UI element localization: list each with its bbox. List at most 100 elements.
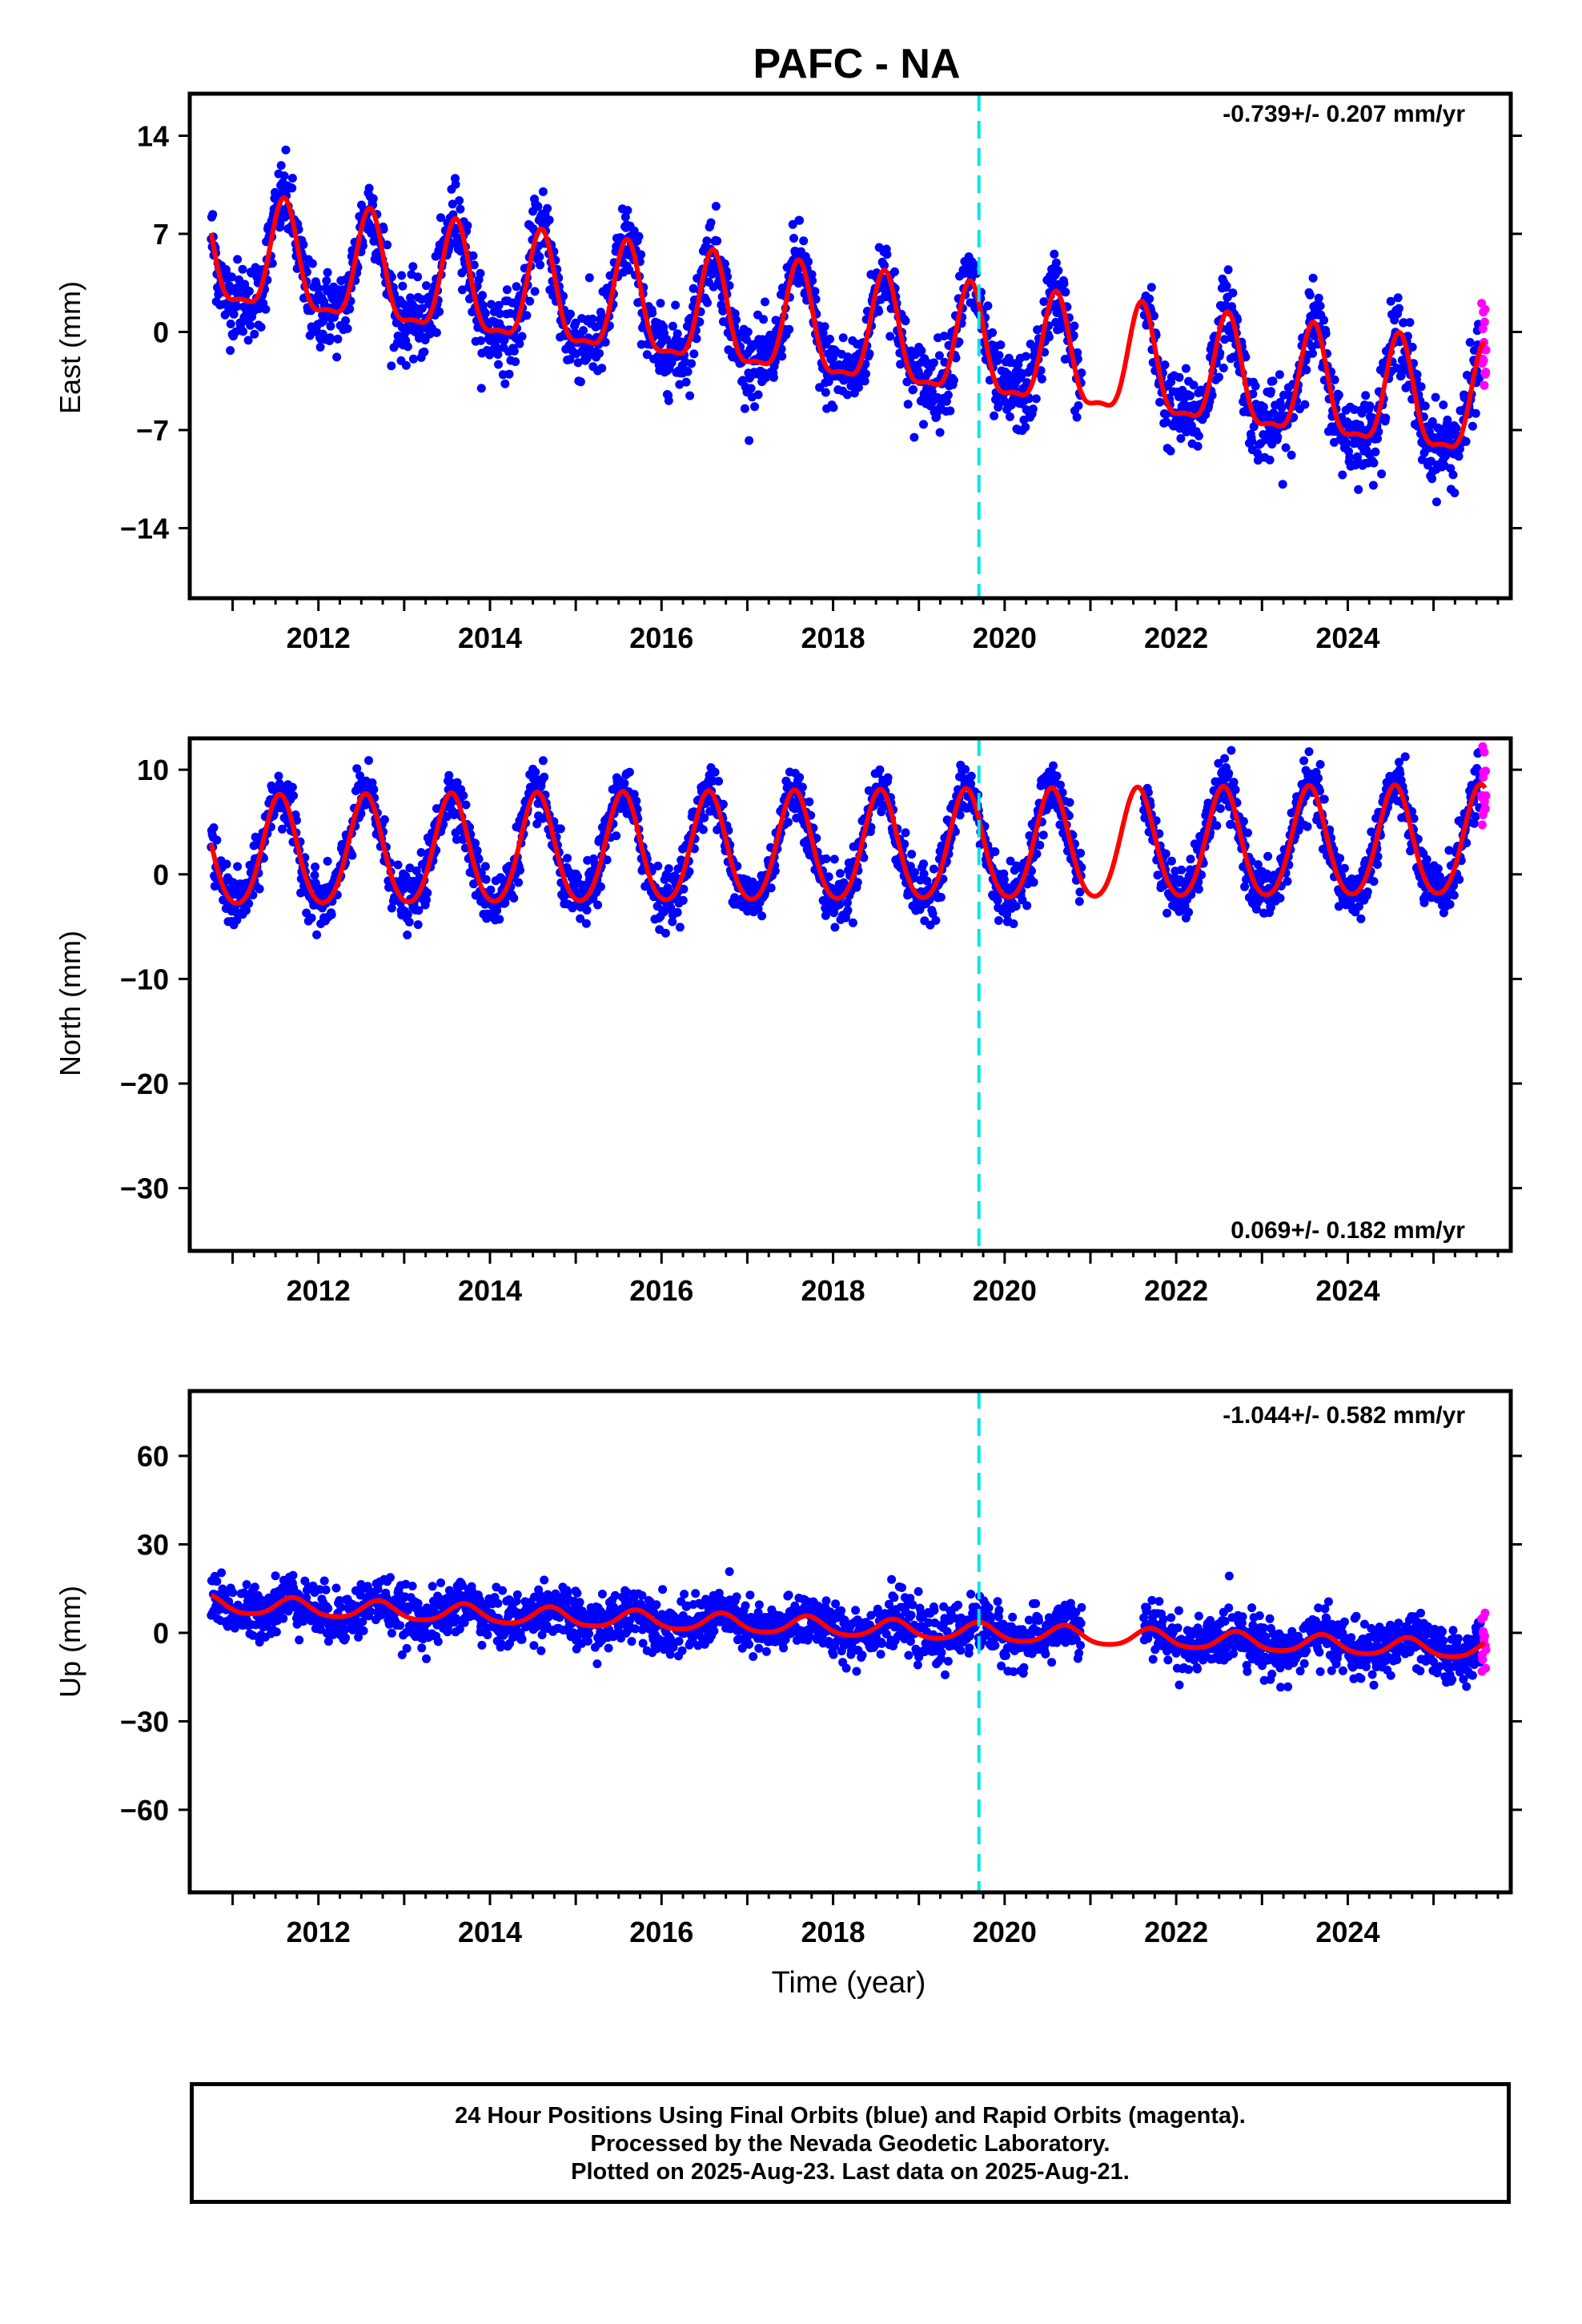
data-point (994, 351, 1004, 360)
data-point (1439, 400, 1448, 410)
data-point (582, 906, 592, 915)
data-point (746, 384, 756, 393)
data-point (990, 847, 1000, 856)
plot-frame (187, 91, 1513, 601)
y-tick-label: 10 (137, 754, 169, 786)
data-point (281, 145, 291, 155)
model-curve (208, 195, 1486, 449)
data-point (1334, 390, 1343, 400)
data-point (753, 390, 763, 400)
data-point (511, 357, 520, 367)
data-point (1449, 881, 1459, 891)
data-point (267, 259, 277, 268)
data-point (1345, 452, 1355, 462)
data-point (1032, 849, 1042, 858)
data-point (783, 818, 793, 827)
data-point (1299, 756, 1309, 766)
data-point (535, 252, 544, 262)
data-point (1354, 902, 1363, 911)
data-point (232, 915, 242, 925)
data-point (875, 765, 885, 774)
y-tick-label: 0 (153, 858, 169, 891)
north-rate-label: 0.069+/- 0.182 mm/yr (1231, 1217, 1465, 1244)
data-point (1222, 281, 1231, 291)
data-point (636, 340, 646, 349)
data-point (1074, 401, 1083, 410)
data-point (1009, 919, 1018, 928)
data-point (315, 343, 325, 352)
data-point (843, 352, 853, 362)
data-point (1224, 769, 1234, 778)
data-point (825, 334, 834, 344)
data-point (1294, 826, 1303, 835)
data-point (379, 224, 388, 234)
data-point (811, 295, 821, 304)
data-point (522, 311, 532, 320)
data-point (632, 796, 641, 806)
data-point (224, 281, 234, 291)
data-point (1455, 875, 1464, 884)
data-point (990, 411, 999, 420)
data-point (341, 316, 351, 325)
data-point (1266, 903, 1275, 912)
data-point (516, 866, 524, 875)
data-point (393, 860, 403, 870)
data-point (1240, 882, 1250, 891)
data-point (770, 866, 780, 875)
data-point (1275, 894, 1285, 903)
data-point (612, 831, 621, 841)
data-point (299, 240, 308, 249)
data-point (1073, 348, 1082, 357)
data-point (347, 850, 357, 860)
data-point (358, 241, 367, 251)
data-point (312, 930, 322, 939)
data-point (759, 315, 769, 324)
data-point (750, 402, 760, 412)
data-point (1361, 391, 1371, 400)
data-point (530, 287, 540, 296)
data-point (988, 328, 998, 337)
plot-frame (187, 736, 1513, 1253)
data-point (279, 171, 289, 181)
data-point (239, 327, 248, 336)
rapid-orbit-points (1477, 742, 1491, 830)
data-point (946, 406, 955, 416)
data-point (829, 403, 838, 412)
data-point (1060, 355, 1070, 364)
data-point (740, 404, 749, 413)
data-point (1189, 380, 1199, 390)
data-point (961, 765, 970, 774)
data-point (804, 257, 813, 267)
data-point (422, 895, 431, 905)
data-point (459, 791, 468, 800)
data-point (683, 367, 693, 376)
data-point (242, 906, 251, 915)
data-point (777, 344, 786, 354)
data-point (593, 900, 603, 910)
data-point (250, 329, 259, 339)
data-point (536, 260, 545, 270)
data-point (367, 778, 377, 787)
data-point (1229, 778, 1239, 787)
data-point (1166, 856, 1176, 866)
rapid-point (1481, 345, 1491, 355)
data-point (532, 819, 542, 829)
data-point (1017, 372, 1026, 381)
data-point (797, 782, 807, 792)
data-point (1283, 877, 1292, 886)
data-point (703, 298, 712, 308)
x-tick-label: 2024 (1315, 1274, 1379, 1307)
data-point (231, 327, 241, 336)
data-point (929, 358, 938, 368)
data-point (679, 884, 689, 894)
data-point (1409, 814, 1419, 823)
data-point (420, 347, 429, 356)
rapid-point (1480, 317, 1489, 327)
data-point (332, 352, 342, 362)
data-point (480, 308, 490, 318)
data-point (919, 420, 928, 429)
data-point (1469, 818, 1479, 828)
data-point (229, 309, 239, 319)
